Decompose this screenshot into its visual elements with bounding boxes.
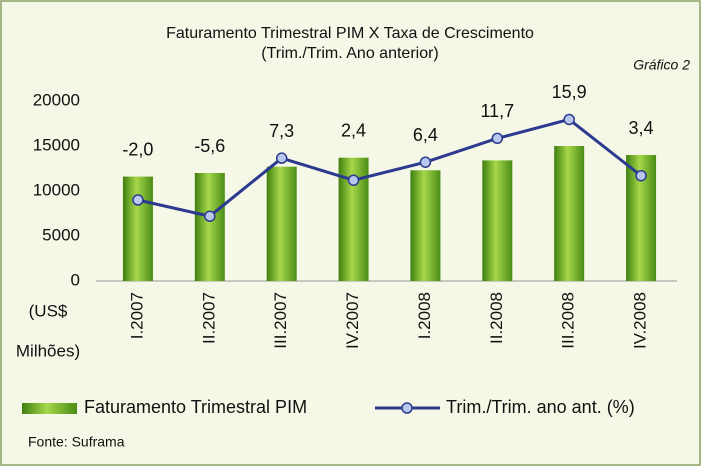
line-marker xyxy=(347,174,360,186)
bar xyxy=(122,176,153,281)
bar xyxy=(194,173,225,281)
data-label: 2,4 xyxy=(341,120,366,140)
line xyxy=(137,117,642,218)
y-tick-label: 10000 xyxy=(33,180,80,199)
x-tick-label: I.2008 xyxy=(415,292,434,339)
line-marker xyxy=(635,169,647,182)
x-tick-label: III.2007 xyxy=(271,292,290,349)
data-label: -2,0 xyxy=(122,139,153,159)
y-tick-label: 0 xyxy=(71,270,80,289)
y-axis-label: Milhões) xyxy=(16,341,80,360)
data-label: 6,4 xyxy=(413,125,438,145)
line-marker xyxy=(419,156,432,168)
data-label: 3,4 xyxy=(629,118,654,138)
y-tick-label: 15000 xyxy=(33,135,80,154)
chart-subtitle: (Trim./Trim. Ano anterior) xyxy=(261,45,439,62)
chart-title: Faturamento Trimestral PIM X Taxa de Cre… xyxy=(166,25,534,42)
x-tick-label: II.2007 xyxy=(199,292,218,344)
y-tick-label: 20000 xyxy=(33,90,80,109)
legend-swatch xyxy=(401,402,413,414)
annotation: Gráfico 2 xyxy=(633,57,690,73)
source: Fonte: Suframa xyxy=(28,434,125,450)
line-marker xyxy=(563,113,575,126)
data-label: 15,9 xyxy=(552,82,587,102)
legend-label: Faturamento Trimestral PIM xyxy=(84,397,307,417)
line-marker xyxy=(132,194,144,206)
y-tick-label: 5000 xyxy=(42,225,80,244)
x-tick-label: IV.2007 xyxy=(343,292,362,349)
bar xyxy=(266,166,297,281)
bar xyxy=(482,160,513,281)
x-tick-label: II.2008 xyxy=(487,292,506,344)
line-marker xyxy=(491,132,504,145)
data-label: 11,7 xyxy=(480,101,514,121)
x-tick-label: IV.2008 xyxy=(631,292,650,349)
x-tick-label: I.2007 xyxy=(127,292,146,339)
bar xyxy=(410,170,441,281)
bar xyxy=(554,146,585,281)
data-label: -5,6 xyxy=(194,136,225,156)
line-marker xyxy=(204,210,216,222)
x-tick-label: III.2008 xyxy=(559,292,578,349)
data-label: 7,3 xyxy=(269,121,294,141)
line-marker xyxy=(275,152,288,164)
legend-swatch xyxy=(22,403,77,414)
legend-label: Trim./Trim. ano ant. (%) xyxy=(446,397,635,417)
y-axis-label: (US$ xyxy=(29,301,68,320)
